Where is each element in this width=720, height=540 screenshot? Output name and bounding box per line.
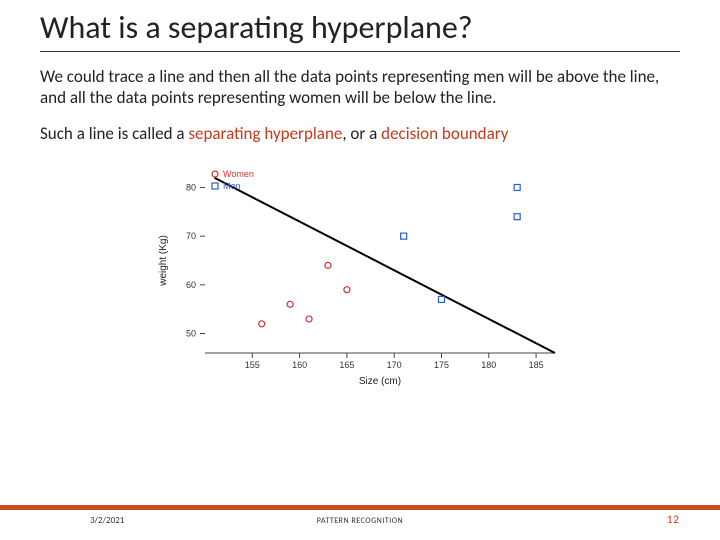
paragraph-2: Such a line is called a separating hyper… — [40, 123, 680, 144]
paragraph-1: We could trace a line and then all the d… — [40, 66, 680, 109]
svg-text:175: 175 — [434, 360, 449, 370]
svg-text:185: 185 — [529, 360, 544, 370]
svg-text:60: 60 — [186, 280, 196, 290]
scatter-chart: 155 160 165 170 175 180 185 50 60 70 80 Size (cm) we… — [150, 158, 570, 393]
footer-page-number: 12 — [667, 513, 680, 526]
svg-text:160: 160 — [292, 360, 307, 370]
svg-text:Men: Men — [223, 181, 241, 191]
svg-text:Size (cm): Size (cm) — [359, 376, 401, 387]
para2-pre: Such a line is called a — [40, 123, 188, 144]
slide-title: What is a separating hyperplane? — [40, 8, 680, 52]
svg-text:155: 155 — [245, 360, 260, 370]
svg-text:Women: Women — [223, 169, 254, 179]
svg-text:weight (Kg): weight (Kg) — [158, 235, 169, 287]
svg-text:165: 165 — [339, 360, 354, 370]
svg-text:50: 50 — [186, 328, 196, 338]
svg-text:180: 180 — [481, 360, 496, 370]
highlight-decision-boundary: decision boundary — [381, 123, 508, 144]
svg-text:70: 70 — [186, 231, 196, 241]
para2-mid: , or a — [342, 123, 381, 144]
footer-accent-bar — [0, 505, 720, 510]
footer-center-label: PATTERN RECOGNITION — [317, 516, 403, 526]
highlight-separating-hyperplane: separating hyperplane — [188, 123, 342, 144]
svg-text:170: 170 — [387, 360, 402, 370]
footer-date: 3/2/2021 — [90, 515, 124, 526]
svg-text:80: 80 — [186, 182, 196, 192]
